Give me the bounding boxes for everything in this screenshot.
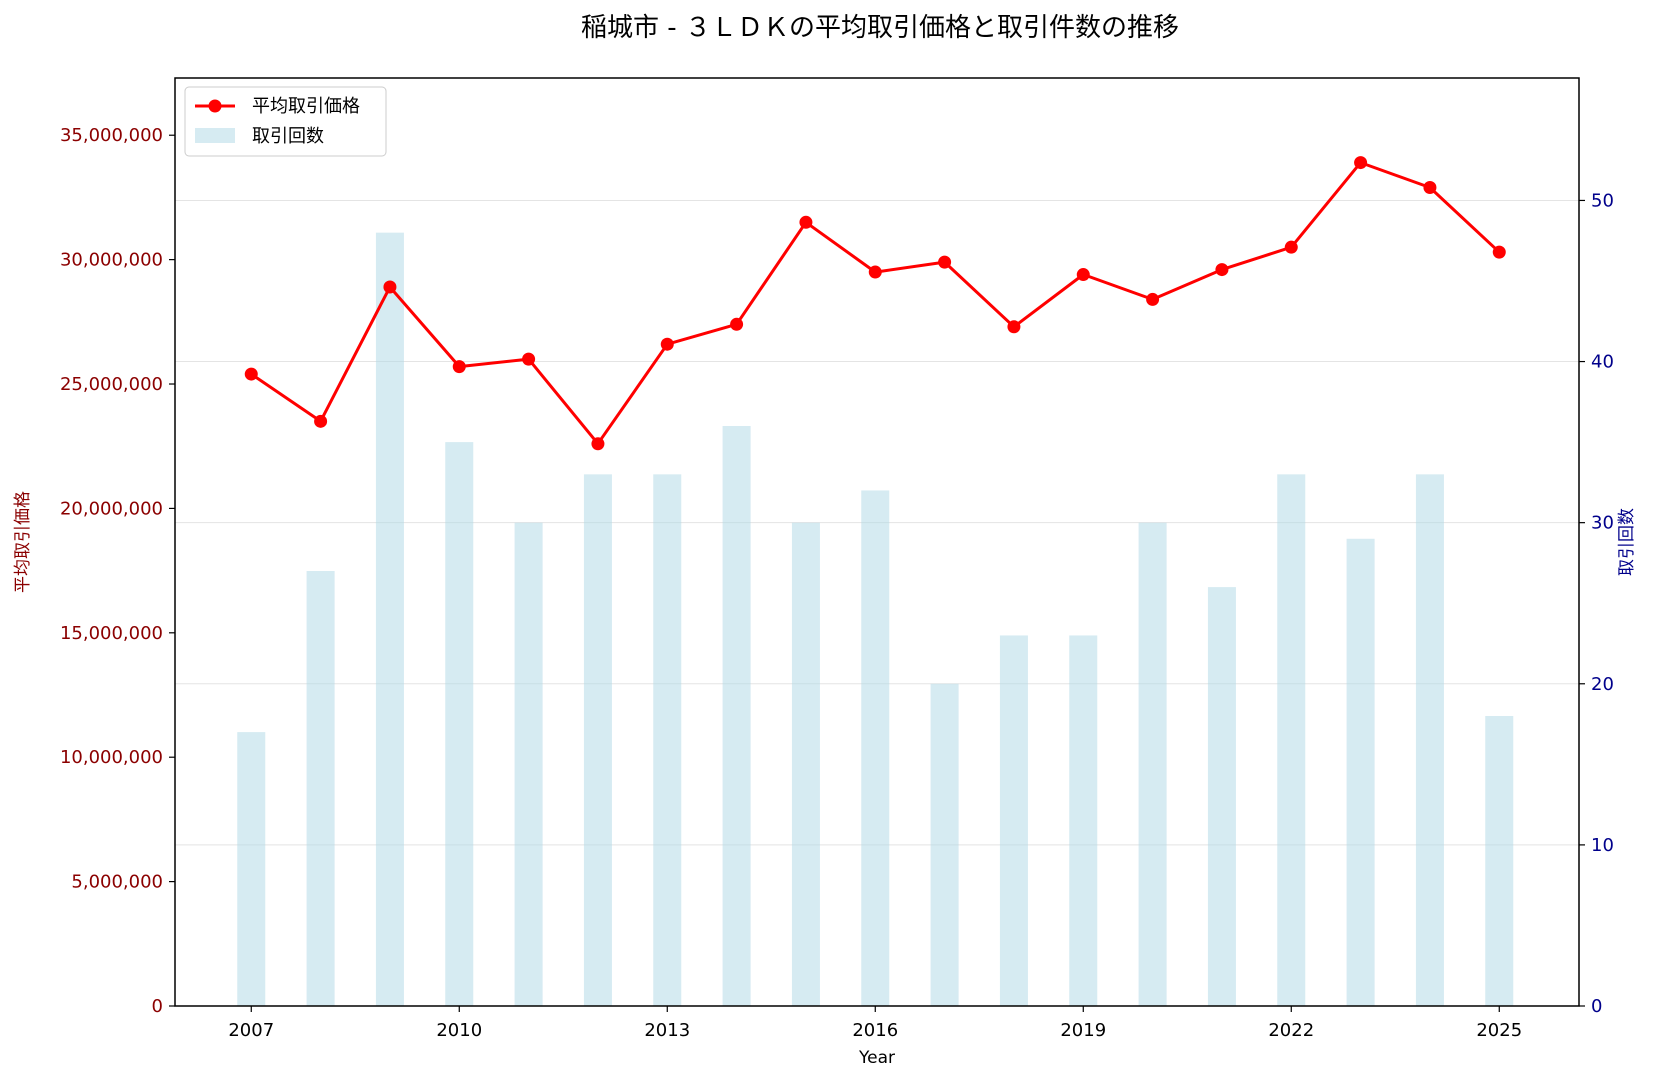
bar-2008	[306, 571, 335, 1006]
left-axis-label: 平均取引価格	[13, 491, 33, 593]
bar-2020	[1138, 522, 1167, 1006]
bar-2013	[653, 474, 682, 1006]
right-tick-label: 0	[1591, 996, 1602, 1017]
left-tick-label: 25,000,000	[60, 374, 163, 395]
price-point-2009	[383, 280, 397, 294]
x-tick-label: 2022	[1268, 1020, 1314, 1041]
bar-2012	[583, 474, 612, 1006]
price-point-2010	[452, 360, 466, 374]
price-point-2007	[244, 367, 258, 381]
price-point-2012	[591, 437, 605, 451]
plot-frame	[174, 77, 1580, 1007]
right-tick-label: 20	[1591, 674, 1614, 695]
x-tick-label: 2025	[1476, 1020, 1522, 1041]
bar-2018	[999, 635, 1028, 1006]
line-series	[244, 156, 1506, 451]
bar-2021	[1207, 587, 1236, 1006]
bar-2016	[861, 490, 890, 1006]
bar-2019	[1069, 635, 1098, 1006]
bar-2022	[1277, 474, 1306, 1006]
bar-2025	[1485, 716, 1514, 1006]
right-tick-label: 30	[1591, 513, 1614, 534]
legend-label-count: 取引回数	[252, 126, 324, 147]
left-tick-label: 10,000,000	[60, 747, 163, 768]
left-tick-label: 15,000,000	[60, 623, 163, 644]
price-point-2014	[730, 317, 744, 331]
left-tick-label: 0	[152, 996, 163, 1017]
x-tick-label: 2019	[1060, 1020, 1106, 1041]
bar-series	[237, 232, 1514, 1007]
price-point-2021	[1215, 263, 1229, 277]
price-line	[250, 161, 1501, 446]
right-tick-label: 10	[1591, 835, 1614, 856]
left-tick-label: 20,000,000	[60, 498, 163, 519]
price-point-2018	[1007, 320, 1021, 334]
legend-bar-swatch	[195, 128, 235, 143]
price-point-2015	[799, 215, 813, 229]
legend: 平均取引価格 取引回数	[184, 86, 387, 157]
legend-marker-swatch	[208, 99, 222, 113]
bar-2014	[722, 426, 751, 1006]
x-axis-label: Year	[858, 1048, 895, 1068]
x-tick-label: 2016	[852, 1020, 898, 1041]
bar-2011	[514, 522, 543, 1006]
left-tick-label: 35,000,000	[60, 125, 163, 146]
x-tick-label: 2013	[644, 1020, 690, 1041]
bar-2010	[445, 442, 474, 1007]
price-point-2024	[1423, 180, 1437, 194]
right-tick-label: 40	[1591, 352, 1614, 373]
right-tick-label: 50	[1591, 190, 1614, 211]
left-tick-label: 30,000,000	[60, 250, 163, 271]
price-point-2016	[868, 265, 882, 279]
bar-2015	[791, 522, 820, 1006]
price-point-2020	[1146, 292, 1160, 306]
right-axis-ticks: 0 10 20 30 40 50	[1579, 190, 1614, 1017]
bar-2007	[237, 732, 266, 1006]
price-point-2017	[938, 255, 952, 269]
price-point-2008	[314, 414, 328, 428]
x-axis-ticks: 2007 2010 2013 2016 2019 2022 2025	[228, 1006, 1522, 1041]
price-point-2013	[660, 337, 674, 351]
legend-label-price: 平均取引価格	[252, 96, 360, 117]
right-axis-label: 取引回数	[1617, 508, 1637, 576]
price-point-2025	[1492, 245, 1506, 259]
price-point-2023	[1354, 156, 1368, 170]
price-point-2011	[522, 352, 536, 366]
bar-2023	[1346, 538, 1375, 1006]
bar-2017	[930, 683, 959, 1006]
left-tick-label: 5,000,000	[71, 872, 163, 893]
chart-title: 稲城市 - ３ＬＤＫの平均取引価格と取引件数の推移	[581, 13, 1179, 43]
left-axis-ticks: 0 5,000,000 10,000,000 15,000,000 20,000,000…	[60, 125, 175, 1017]
price-point-2019	[1076, 268, 1090, 282]
x-tick-label: 2007	[228, 1020, 274, 1041]
x-tick-label: 2010	[436, 1020, 482, 1041]
bar-2024	[1415, 474, 1444, 1006]
bar-2009	[375, 232, 404, 1006]
price-point-2022	[1284, 240, 1298, 254]
legend-box	[184, 86, 387, 157]
